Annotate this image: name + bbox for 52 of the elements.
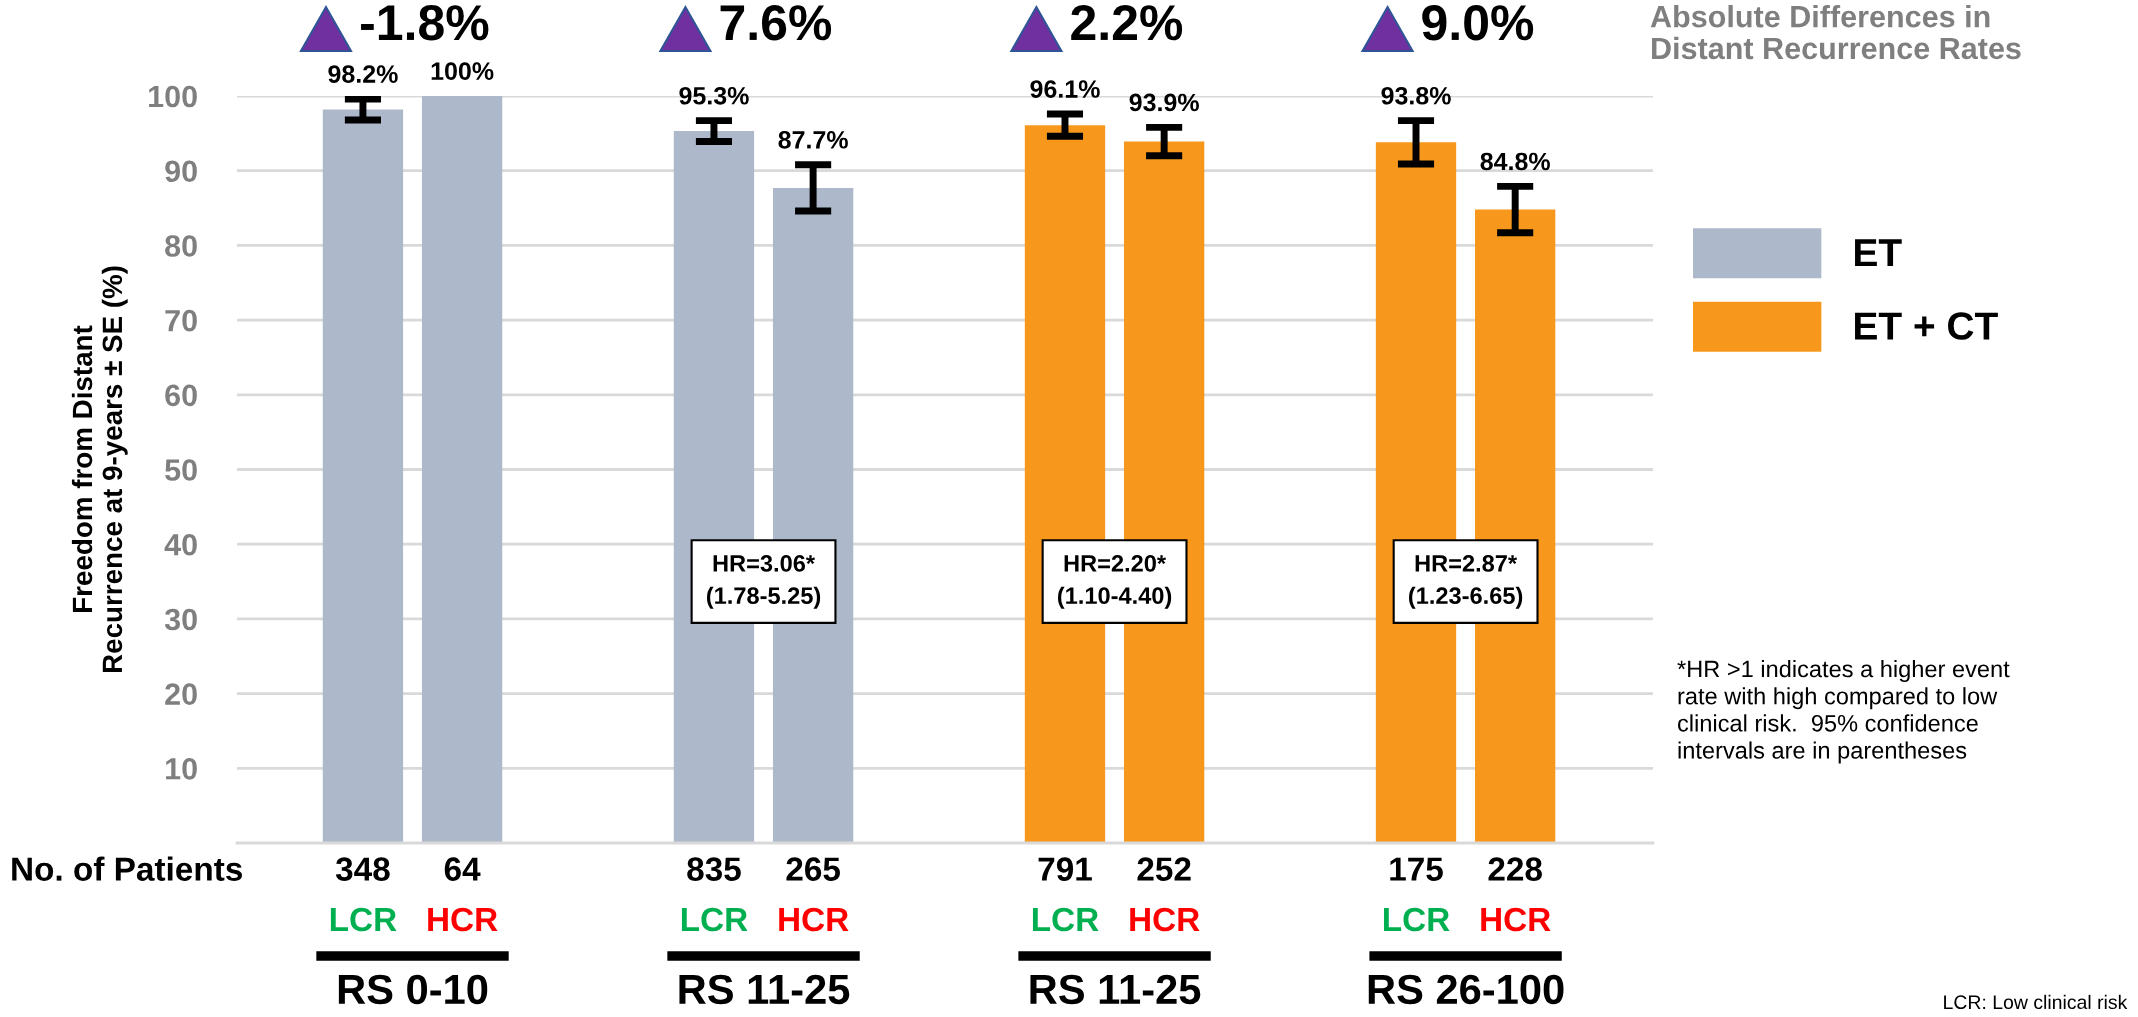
data-label: 87.7% bbox=[778, 130, 848, 149]
text: LCR: Low clinical risk bbox=[1944, 994, 2128, 1010]
text: RS 11-25 bbox=[1030, 974, 1201, 1005]
y-tick-label: 20 bbox=[165, 683, 197, 705]
y-tick-label: 60 bbox=[165, 384, 197, 407]
data-label: 84.8% bbox=[1480, 152, 1550, 171]
data-label: 93.8% bbox=[1381, 86, 1451, 105]
data-label: 96.1% bbox=[1030, 80, 1100, 98]
x-tick-label: LCR bbox=[1383, 907, 1450, 932]
y-tick-label: 100 bbox=[149, 85, 197, 108]
text: 7.6% bbox=[720, 5, 832, 41]
text: 64 bbox=[444, 857, 481, 881]
text: *HR >1 indicates a higher event rate with high compared to low clinical risk. 95% confidence intervals are in parentheses bbox=[1677, 660, 2010, 764]
data-label: 93.9% bbox=[1129, 93, 1199, 112]
text: RS 11-25 bbox=[679, 974, 850, 1005]
text: -1.8% bbox=[361, 5, 489, 41]
data-label: 98.2% bbox=[328, 65, 398, 83]
y-tick-label: 30 bbox=[164, 608, 197, 631]
x-tick-label: HCR bbox=[1130, 907, 1200, 932]
text: 348 bbox=[335, 857, 390, 881]
text: 252 bbox=[1137, 857, 1191, 881]
annotation: HR=2.87* (1.23-6.65) bbox=[1409, 555, 1523, 609]
data-label: 100% bbox=[431, 62, 494, 80]
text: No. of Patients bbox=[12, 856, 242, 881]
y-tick-label: 10 bbox=[166, 758, 197, 780]
text: 9.0% bbox=[1422, 5, 1534, 41]
y-tick-label: 50 bbox=[165, 459, 197, 481]
text: 175 bbox=[1390, 857, 1443, 881]
annotation: HR=3.06* (1.78-5.25) bbox=[706, 555, 821, 609]
y-tick-label: 80 bbox=[165, 235, 197, 257]
text: RS 26-100 bbox=[1368, 974, 1564, 1005]
legend-label: ET bbox=[1855, 239, 1902, 267]
x-tick-label: LCR bbox=[330, 907, 397, 932]
x-tick-label: HCR bbox=[779, 907, 849, 932]
data-label: 95.3% bbox=[679, 86, 749, 105]
y-tick-label: 70 bbox=[165, 309, 197, 332]
text: 228 bbox=[1488, 857, 1542, 881]
text: 791 bbox=[1038, 857, 1092, 881]
annotation: HR=2.20* (1.10-4.40) bbox=[1058, 555, 1172, 609]
text: 265 bbox=[786, 857, 840, 881]
y-axis-title: Freedom from Distant Recurrence at 9-years ± SE (%) bbox=[71, 266, 128, 673]
legend-label: ET + CT bbox=[1855, 312, 1998, 340]
text: RS 0-10 bbox=[338, 974, 488, 1005]
x-tick-label: HCR bbox=[428, 907, 498, 932]
text: 2.2% bbox=[1071, 5, 1183, 41]
x-tick-label: LCR bbox=[681, 907, 748, 932]
text: 835 bbox=[687, 857, 741, 881]
x-tick-label: HCR bbox=[1481, 907, 1551, 932]
x-tick-label: LCR bbox=[1032, 907, 1099, 932]
text: Absolute Differences in Distant Recurrence Rates bbox=[1650, 5, 2021, 60]
y-tick-label: 40 bbox=[164, 533, 197, 556]
y-tick-label: 90 bbox=[165, 160, 197, 183]
